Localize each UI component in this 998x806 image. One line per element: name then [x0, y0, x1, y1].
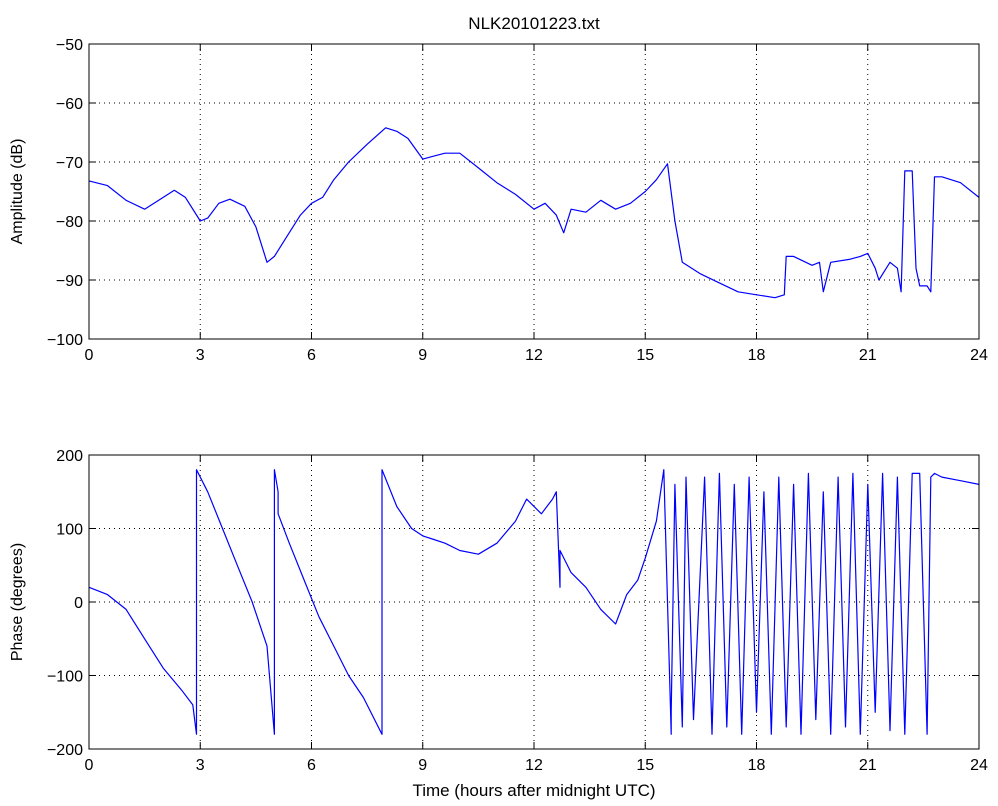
phase-xlabel: Time (hours after midnight UTC) — [412, 781, 655, 800]
phase-ytick-label: 100 — [56, 522, 83, 539]
phase-xtick-label: 6 — [307, 757, 316, 774]
phase-xtick-label: 24 — [970, 757, 988, 774]
amplitude-ytick-label: −60 — [56, 96, 83, 113]
chart-title: NLK20101223.txt — [468, 14, 600, 33]
amplitude-xtick-label: 18 — [748, 347, 766, 364]
amplitude-ytick-label: −50 — [56, 37, 83, 54]
phase-xtick-label: 21 — [859, 757, 877, 774]
amplitude-series-line — [88, 127, 980, 299]
phase-xtick-label: 15 — [636, 757, 654, 774]
phase-ytick-label: −100 — [47, 669, 83, 686]
phase-xtick-label: 9 — [418, 757, 427, 774]
phase-ytick-label: −200 — [47, 742, 83, 759]
amplitude-xtick-label: 6 — [307, 347, 316, 364]
phase-series-line — [88, 469, 980, 735]
phase-xtick-label: 12 — [525, 757, 543, 774]
amplitude-ytick-label: −80 — [56, 214, 83, 231]
amplitude-ytick-label: −70 — [56, 155, 83, 172]
phase-xtick-label: 18 — [748, 757, 766, 774]
amplitude-ylabel: Amplitude (dB) — [9, 139, 26, 245]
phase-plot: 0 3 6 9 12 15 18 21 24 −200 −100 0 100 200 Phase (degr… — [9, 448, 988, 800]
amplitude-ytick-label: −100 — [47, 332, 83, 349]
amplitude-xtick-label: 15 — [636, 347, 654, 364]
amplitude-ytick-label: −90 — [56, 273, 83, 290]
phase-ytick-label: 200 — [56, 448, 83, 465]
phase-xtick-label: 0 — [85, 757, 94, 774]
amplitude-xtick-label: 0 — [85, 347, 94, 364]
phase-ytick-label: 0 — [74, 595, 83, 612]
amplitude-xtick-label: 21 — [859, 347, 877, 364]
phase-xtick-label: 3 — [196, 757, 205, 774]
amplitude-xtick-label: 12 — [525, 347, 543, 364]
amplitude-xtick-label: 9 — [418, 347, 427, 364]
amplitude-xtick-label: 24 — [970, 347, 988, 364]
amplitude-xtick-label: 3 — [196, 347, 205, 364]
amplitude-plot: 0 3 6 9 12 15 18 21 24 −100 −90 −80 −70 −60 −50 Amplitu… — [9, 37, 988, 364]
phase-ylabel: Phase (degrees) — [9, 543, 26, 661]
